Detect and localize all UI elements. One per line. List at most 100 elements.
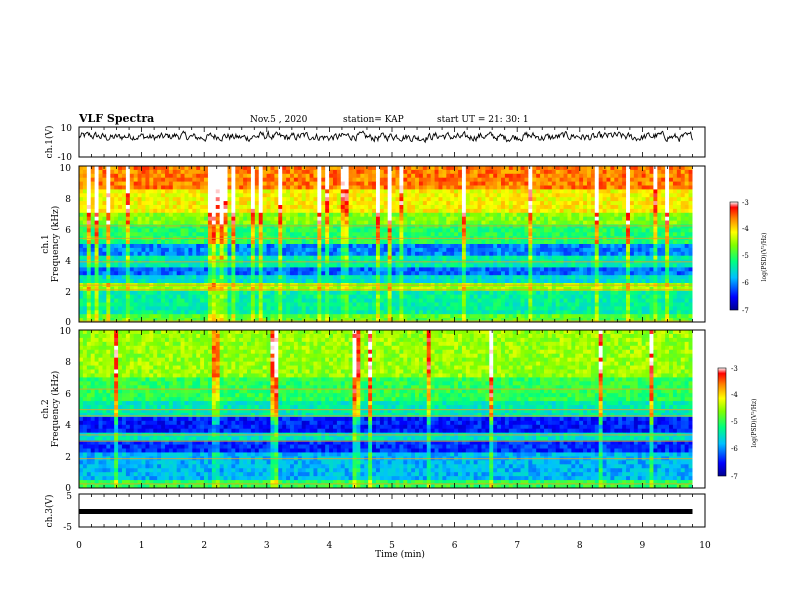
spectrogram-cell xyxy=(192,197,197,202)
spectrogram-cell xyxy=(543,232,549,237)
spectrogram-cell xyxy=(528,166,533,171)
spectrogram-cell xyxy=(547,271,553,276)
spectrogram-cell xyxy=(270,185,275,190)
spectrogram-cell xyxy=(332,240,338,245)
spectrogram-cell xyxy=(305,166,310,171)
spectrogram-cell xyxy=(555,185,561,190)
spectrogram-cell xyxy=(325,232,330,237)
spectrogram-cell xyxy=(90,173,96,179)
spectrogram-cell xyxy=(575,181,580,186)
spectrogram-cell xyxy=(493,189,498,194)
spectrogram-cell xyxy=(200,247,205,253)
spectrogram-cell xyxy=(559,240,564,245)
spectrogram-cell xyxy=(379,189,385,194)
spectrogram-cell xyxy=(94,244,99,249)
spectrogram-cell xyxy=(317,185,322,190)
spectrogram-cell xyxy=(579,220,584,225)
spectrogram-cell xyxy=(102,205,107,210)
spectrogram-cell xyxy=(239,244,244,249)
spectrogram-cell xyxy=(395,220,400,225)
spectrogram-cell xyxy=(286,216,291,221)
spectrogram-cell xyxy=(411,181,416,186)
spectrogram-cell xyxy=(446,166,451,171)
spectrogram-cell xyxy=(391,177,396,182)
spectrogram-cell xyxy=(258,267,264,272)
spectrogram-cell xyxy=(680,169,686,175)
spectrogram-cell xyxy=(563,220,568,225)
spectrogram-cell xyxy=(391,275,396,280)
spectrogram-cell xyxy=(207,177,213,182)
spectrogram-cell xyxy=(454,271,459,276)
spectrogram-cell xyxy=(653,228,658,233)
spectrogram-cell xyxy=(153,255,158,260)
spectrogram-cell xyxy=(313,212,318,218)
spectrogram-cell xyxy=(153,185,158,190)
spectrogram-cell xyxy=(493,177,498,182)
spectrogram-cell xyxy=(266,220,271,225)
spectrogram-cell xyxy=(403,193,408,198)
spectrogram-cell xyxy=(399,173,404,179)
spectrogram-cell xyxy=(196,251,201,257)
spectrogram-cell xyxy=(270,255,275,260)
spectrogram-cell xyxy=(411,244,416,249)
spectrogram-cell xyxy=(141,189,146,194)
spectrogram-cell xyxy=(200,240,205,245)
spectrogram-cell xyxy=(125,169,131,175)
spectrogram-cell xyxy=(473,208,478,214)
spectrogram-cell xyxy=(575,208,580,214)
spectrogram-cell xyxy=(325,177,330,182)
spectrogram-cell xyxy=(121,205,127,210)
spectrogram-cell xyxy=(543,263,549,268)
spectrogram-cell xyxy=(426,173,432,179)
spectrogram-cell xyxy=(563,232,568,237)
spectrogram-cell xyxy=(196,224,201,229)
spectrogram-cell xyxy=(329,279,334,284)
spectrogram-cell xyxy=(344,177,350,182)
spectrogram-cell xyxy=(602,224,607,229)
spectrogram-cell xyxy=(161,232,166,237)
spectrogram-cell xyxy=(293,279,299,284)
station-label: station= KAP xyxy=(343,115,404,125)
spectrogram-cell xyxy=(473,193,478,198)
spectrogram-cell xyxy=(157,220,162,225)
spectrogram-cell xyxy=(571,232,576,237)
spectrogram-cell xyxy=(168,220,174,225)
spectrogram-cell xyxy=(676,228,682,233)
spectrogram-cell xyxy=(336,212,342,218)
spectrogram-cell xyxy=(458,205,463,210)
spectrogram-cell xyxy=(348,232,353,237)
spectrogram-cell xyxy=(391,271,396,276)
spectrogram-cell xyxy=(356,255,361,260)
spectrogram-cell xyxy=(90,193,96,198)
spectrogram-cell xyxy=(555,255,561,260)
spectrogram-cell xyxy=(504,228,510,233)
spectrogram-cell xyxy=(626,224,631,229)
spectrogram-cell xyxy=(129,232,135,237)
spectrogram-cell xyxy=(227,189,232,194)
spectrogram-cell xyxy=(196,197,201,202)
spectrogram-cell xyxy=(438,212,443,218)
spectrogram-cell xyxy=(649,275,654,280)
spectrogram-cell xyxy=(227,267,232,272)
spectrogram-cell xyxy=(430,173,435,179)
spectrogram-cell xyxy=(266,197,271,202)
spectrogram-cell xyxy=(290,201,295,206)
spectrogram-cell xyxy=(282,271,287,276)
spectrogram-cell xyxy=(211,169,217,175)
spectrogram-cell xyxy=(680,244,686,249)
spectrogram-cell xyxy=(340,220,346,225)
spectrogram-cell xyxy=(672,232,678,237)
spectrogram-cell xyxy=(532,216,537,221)
spectrogram-cell xyxy=(372,208,377,214)
spectrogram-cell xyxy=(383,271,389,276)
spectrogram-cell xyxy=(90,208,96,214)
spectrogram-cell xyxy=(618,185,623,190)
spectrogram-cell xyxy=(164,181,170,186)
spectrogram-cell xyxy=(372,220,377,225)
spectrogram-cell xyxy=(305,247,310,253)
spectrogram-cell xyxy=(192,189,197,194)
spectrogram-cell xyxy=(461,177,467,182)
spectrogram-cell xyxy=(536,251,541,257)
spectrogram-cell xyxy=(125,247,131,253)
spectrogram-cell xyxy=(524,166,529,171)
